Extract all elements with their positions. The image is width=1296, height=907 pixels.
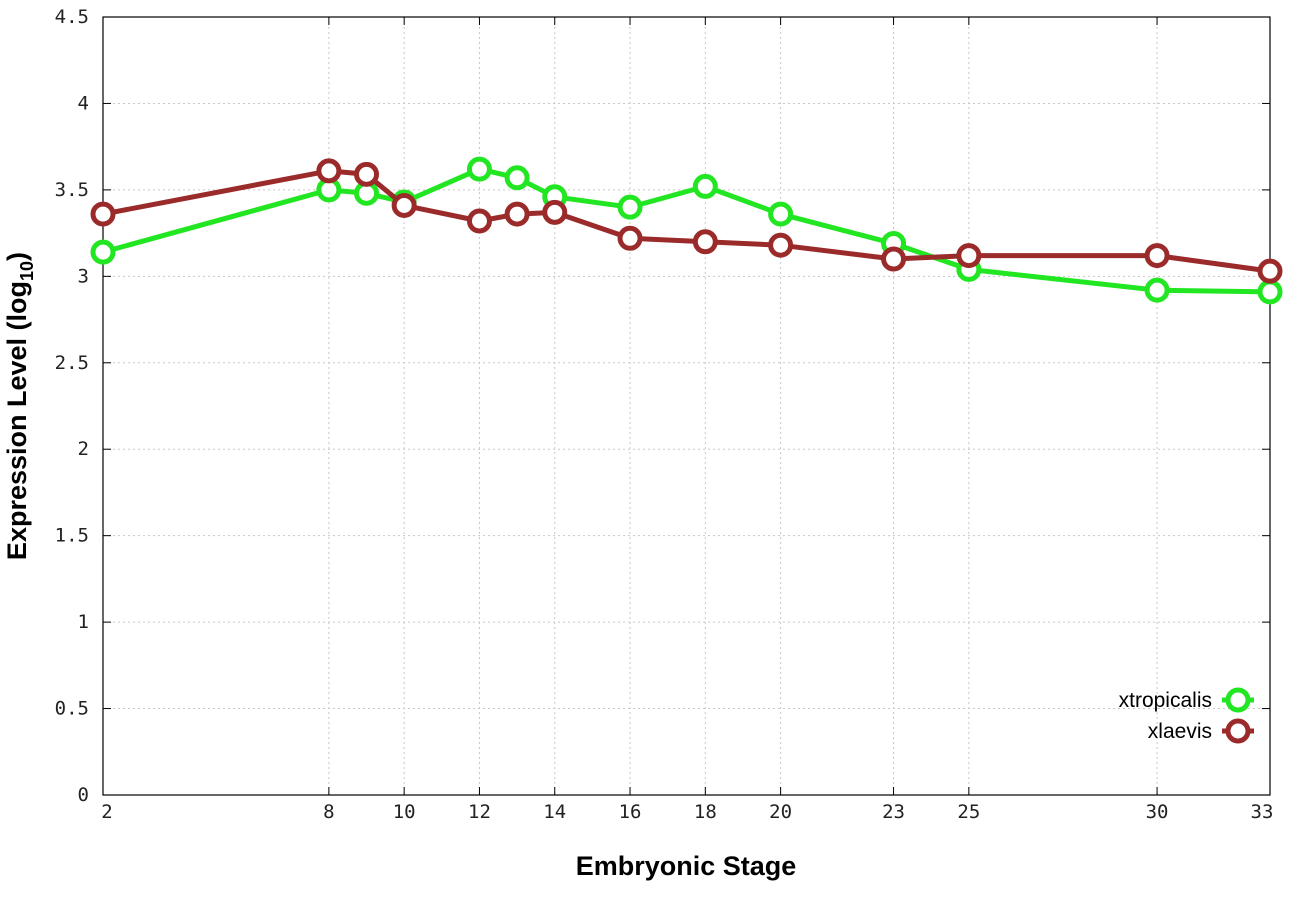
legend-marker-xtropicalis (1225, 687, 1251, 713)
grid (103, 17, 1270, 795)
y-axis-title-subscript: 10 (17, 261, 37, 281)
y-tick-label: 0.5 (55, 698, 89, 720)
y-axis-title-main: Expression Level (log (2, 281, 32, 560)
legend-marker-xlaevis (1225, 718, 1251, 744)
x-tick-label: 18 (694, 801, 717, 823)
legend-label-xlaevis: xlaevis (1148, 720, 1212, 743)
data-point-xlaevis (956, 243, 982, 269)
data-point-xlaevis (1257, 258, 1283, 284)
data-point-xtropicalis (692, 173, 718, 199)
data-point-xtropicalis (466, 156, 492, 182)
data-point-xlaevis (1144, 243, 1170, 269)
y-tick-label: 3.5 (55, 179, 89, 201)
data-point-xtropicalis (504, 165, 530, 191)
data-point-xlaevis (391, 192, 417, 218)
y-axis-title-close: ) (2, 252, 32, 261)
y-tick-label: 1.5 (55, 525, 89, 547)
x-tick-label: 16 (619, 801, 642, 823)
legend-entry-xlaevis: xlaevis (1148, 718, 1254, 744)
data-point-xlaevis (504, 201, 530, 227)
data-point-xlaevis (768, 232, 794, 258)
y-tick-label: 0 (78, 784, 89, 806)
x-axis-title: Embryonic Stage (576, 851, 797, 881)
data-point-xtropicalis (1144, 277, 1170, 303)
x-tick-label: 23 (882, 801, 905, 823)
series-line-xlaevis (102, 168, 1271, 274)
x-tick-label: 10 (393, 801, 416, 823)
x-tick-label: 8 (323, 801, 334, 823)
legend-label-xtropicalis: xtropicalis (1119, 689, 1212, 712)
series-group (90, 156, 1283, 305)
data-point-xlaevis (466, 208, 492, 234)
plot-frame (102, 16, 1271, 796)
series-xlaevis (90, 158, 1283, 284)
data-point-xtropicalis (1257, 279, 1283, 305)
x-tick-label: 25 (957, 801, 980, 823)
x-tick-label: 20 (769, 801, 792, 823)
x-tick-label: 14 (543, 801, 566, 823)
data-point-xlaevis (90, 201, 116, 227)
data-point-xlaevis (316, 158, 342, 184)
x-tick-label: 33 (1251, 801, 1274, 823)
y-tick-label: 3 (78, 265, 89, 287)
tick-marks (102, 16, 1271, 796)
data-point-xlaevis (542, 199, 568, 225)
y-tick-label: 2 (78, 438, 89, 460)
y-tick-label: 1 (78, 611, 89, 633)
x-tick-labels: 2 8 10 12 14 16 18 20 23 25 30 33 (101, 801, 1273, 823)
x-tick-label: 12 (468, 801, 491, 823)
legend-entry-xtropicalis: xtropicalis (1119, 687, 1254, 713)
x-tick-label: 2 (101, 801, 112, 823)
series-line-xtropicalis (102, 166, 1271, 295)
legend: xtropicalis xlaevis (1119, 687, 1254, 744)
y-tick-label: 2.5 (55, 352, 89, 374)
data-point-xlaevis (354, 161, 380, 187)
x-tick-label: 30 (1146, 801, 1169, 823)
y-axis-title: Expression Level (log10) (2, 252, 37, 560)
data-point-xtropicalis (90, 239, 116, 265)
data-point-xlaevis (881, 246, 907, 272)
y-tick-label: 4.5 (55, 6, 89, 28)
data-point-xlaevis (617, 225, 643, 251)
data-point-xtropicalis (617, 194, 643, 220)
data-point-xtropicalis (768, 201, 794, 227)
y-tick-label: 4 (78, 92, 89, 114)
data-point-xlaevis (692, 229, 718, 255)
y-tick-labels: 0 0.5 1 1.5 2 2.5 3 3.5 4 4.5 (55, 6, 89, 806)
